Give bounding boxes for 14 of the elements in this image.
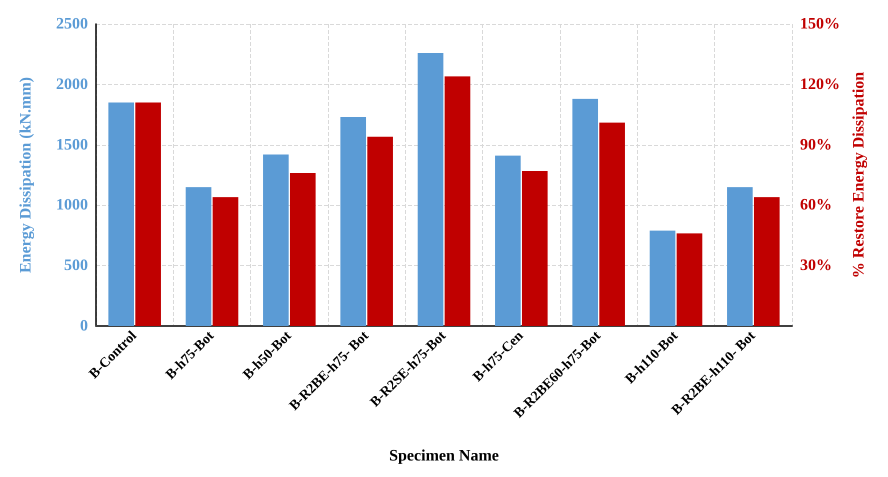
y-tick-label: 500 — [64, 257, 88, 274]
y2-axis-title: % Restore Energy Dissipation — [850, 72, 868, 278]
y2-tick-label: 150% — [800, 16, 840, 32]
y-tick-label: 0 — [80, 318, 88, 334]
y2-tick-label: 90% — [800, 136, 832, 154]
y2-tick-label: 60% — [800, 196, 832, 214]
y-tick-label: 2000 — [56, 76, 88, 93]
y2-tick-label: 120% — [800, 76, 840, 93]
y-tick-label: 2500 — [56, 16, 88, 32]
y-axis-title: Energy Dissipation (kN.mm) — [18, 76, 34, 274]
y-tick-label: 1000 — [56, 196, 88, 214]
y2-tick-label: 30% — [800, 257, 832, 274]
x-axis-title: Specimen Name — [389, 448, 499, 464]
y-tick-label: 1500 — [56, 136, 88, 154]
